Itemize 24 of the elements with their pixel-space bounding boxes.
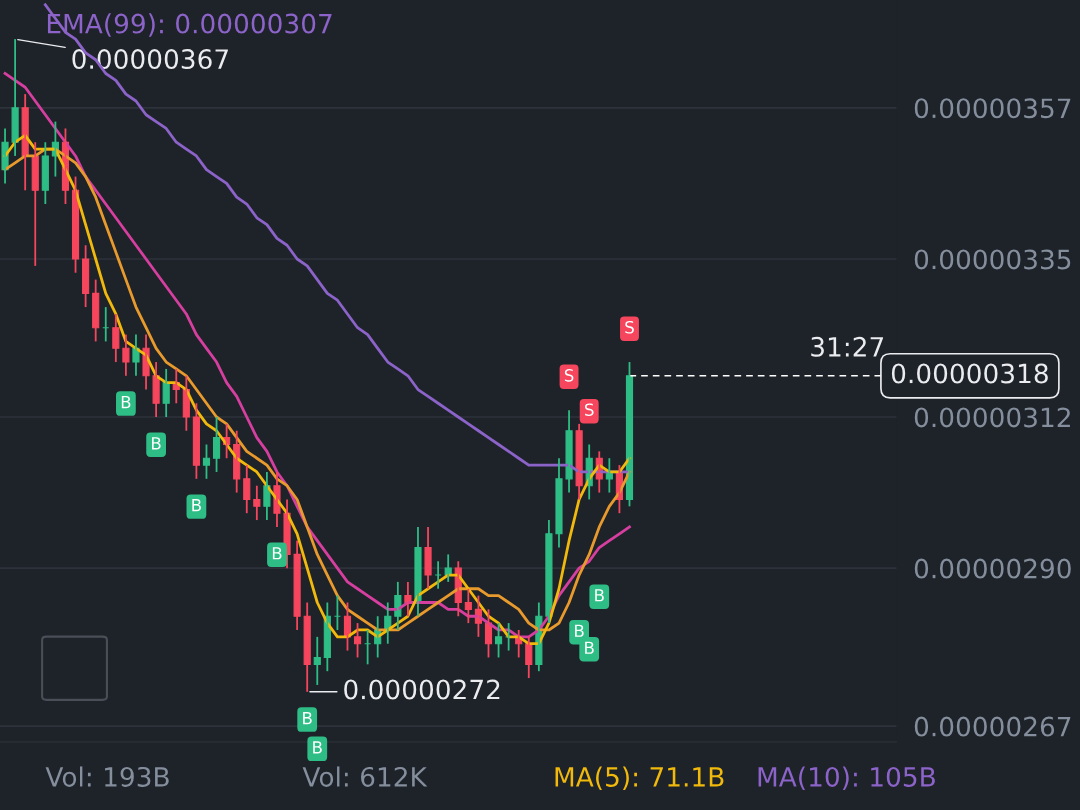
y-tick-label: 0.00000357 <box>914 98 1071 119</box>
text: Vol: 193B <box>45 766 169 787</box>
annotation: B <box>575 624 584 637</box>
y-tick-label: 0.00000312 <box>914 407 1070 428</box>
text: MA(10): 105B <box>758 766 935 790</box>
y-tick-label: 0.00000290 <box>914 558 1071 579</box>
annotation: B <box>595 589 604 602</box>
annotation: B <box>303 712 312 725</box>
ref-line-label: 0.00000318 <box>891 363 1048 384</box>
annotation: B <box>313 741 322 754</box>
annotation: S <box>564 369 574 382</box>
annotation: S <box>625 320 634 334</box>
y-tick-label: 0.00000335 <box>914 249 1071 270</box>
annotation: S <box>585 403 594 416</box>
y-tick-label: 0.00000267 <box>914 716 1071 737</box>
text: Vol: 612K <box>302 766 428 787</box>
annotation: B <box>192 499 201 512</box>
text: MA(5): 71.1B <box>555 766 724 790</box>
text: 31:27 <box>811 336 884 357</box>
annotation: B <box>585 641 594 654</box>
annotation: 0.00000272 <box>344 679 500 700</box>
annotation: B <box>152 437 161 450</box>
annotation: B <box>272 547 282 560</box>
annotation: B <box>121 396 131 409</box>
